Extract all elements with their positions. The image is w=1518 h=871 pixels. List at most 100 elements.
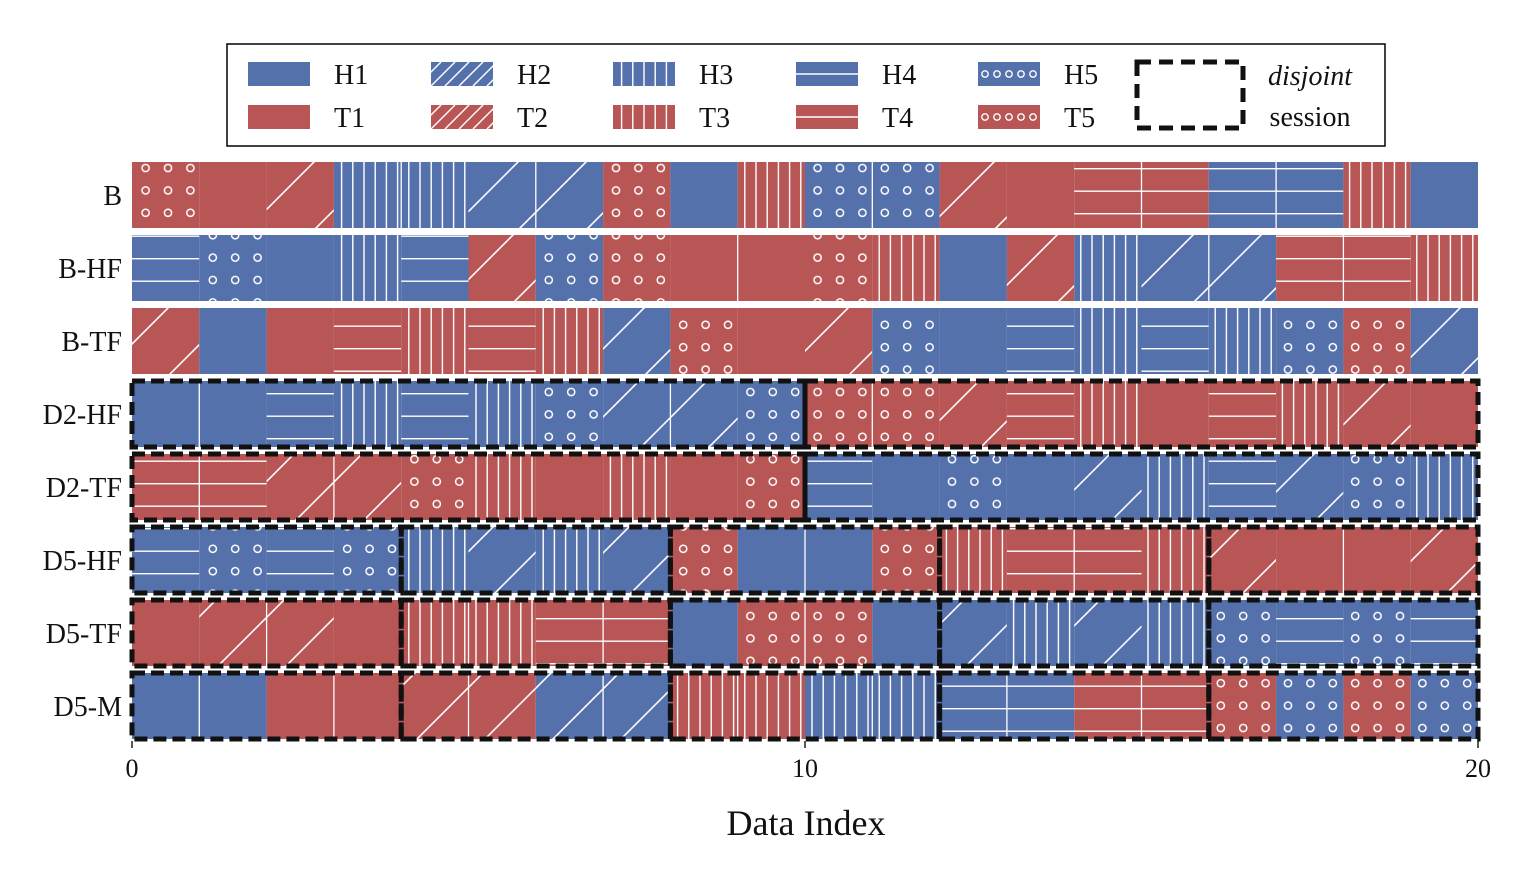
legend-entry-h1: H1 [248,60,368,91]
row-label-d5-tf: D5-TF [46,619,122,650]
legend-label-t5: T5 [1064,103,1095,134]
cell-b-tf-19 [1410,308,1478,374]
legend-session-label-1: disjoint [1268,61,1353,92]
cell-d5-tf-1 [199,600,267,666]
cell-d5-m-1 [198,673,267,739]
cell-d2-tf-18 [1343,454,1411,520]
cell-d5-hf-9 [737,527,805,593]
cell-b-hf-18 [1342,235,1411,301]
cell-b-12 [939,162,1007,228]
cell-b-4 [400,162,469,228]
legend-label-h1: H1 [334,60,368,91]
cell-d2-hf-9 [737,381,805,447]
cell-d2-tf-12 [939,454,1007,520]
cell-b-hf-9 [737,235,805,301]
cell-d5-tf-6 [535,600,604,666]
cell-d2-tf-3 [333,454,402,520]
legend-label-h3: H3 [699,60,733,91]
cell-b-6 [535,162,604,228]
cell-d2-tf-2 [266,454,334,520]
cell-b-hf-17 [1276,235,1344,301]
cell-d2-hf-17 [1276,381,1344,447]
row-label-d5-hf: D5-HF [43,546,122,577]
cell-d2-tf-5 [468,454,536,520]
x-ticks: 0 10 20 [126,741,1491,783]
cell-d5-hf-6 [535,527,604,593]
cell-d5-hf-16 [1208,527,1277,593]
cell-d2-hf-5 [468,381,536,447]
session-border-d5-m-4 [1206,670,1481,742]
cell-b-17 [1275,162,1344,228]
plot-cells [132,162,1478,739]
cell-b-tf-12 [939,308,1007,374]
cell-b-tf-0 [132,308,200,374]
session-border-d5-hf-4 [1206,524,1481,596]
cell-d5-m-18 [1343,673,1411,739]
cell-d2-hf-8 [669,381,738,447]
cell-d5-tf-5 [467,600,536,666]
cell-b-11 [871,162,940,228]
cell-b-7 [603,162,671,228]
session-border-d2-tf-1 [802,451,1481,523]
session-border-d5-m-0 [129,670,404,742]
cell-b-hf-1 [199,235,267,301]
cell-b-hf-13 [1006,235,1075,301]
cell-d5-m-10 [805,673,873,739]
cell-d5-tf-15 [1141,600,1209,666]
cell-b-hf-11 [872,235,940,301]
cell-b-hf-16 [1208,235,1277,301]
cell-d5-tf-17 [1276,600,1344,666]
cell-d2-hf-6 [535,381,604,447]
legend-entry-t3: T3 [613,103,730,134]
cell-b-hf-6 [535,235,604,301]
cell-d5-hf-10 [804,527,873,593]
legend-entry-h5: H5 [978,60,1098,91]
row-label-d2-hf: D2-HF [43,400,122,431]
row-label-d2-tf: D2-TF [46,473,122,504]
cell-d2-tf-9 [737,454,805,520]
cell-b-9 [737,162,805,228]
cell-d2-tf-1 [198,454,267,520]
legend-items: H1 H2 H3 H4 H5 T1 T2 T3 T4 T5 [248,60,1098,134]
cell-b-hf-19 [1410,235,1478,301]
cell-d5-m-7 [602,673,671,739]
cell-d5-tf-2 [265,600,334,666]
cell-b-tf-8 [670,308,738,374]
cell-d5-tf-12 [939,600,1007,666]
cell-b-hf-14 [1074,235,1142,301]
cell-d2-tf-13 [1006,454,1075,520]
row-labels: B B-HF B-TF D2-HF D2-TF D5-HF D5-TF D5-M [43,181,122,723]
legend: H1 H2 H3 H4 H5 T1 T2 T3 T4 T5 disjoint session [226,43,1386,147]
cell-d2-hf-3 [333,381,402,447]
cell-d5-hf-5 [468,527,536,593]
cell-d2-hf-2 [266,381,334,447]
cell-d5-hf-1 [199,527,267,593]
cell-d5-m-0 [132,673,200,739]
cell-b-hf-5 [468,235,536,301]
cell-d5-hf-0 [132,527,200,593]
cell-d2-hf-16 [1208,381,1277,447]
x-tick-label-0: 0 [126,754,139,783]
cell-b-8 [670,162,738,228]
cell-d5-tf-7 [602,600,671,666]
cell-d5-hf-8 [670,527,738,593]
legend-entry-h2: H2 [388,60,551,91]
cell-d5-tf-16 [1208,600,1277,666]
cell-d5-hf-13 [1006,527,1075,593]
session-border-d5-tf-2 [667,597,943,669]
cell-b-0 [132,162,200,228]
cell-b-tf-13 [1006,308,1075,374]
cell-d2-hf-10 [805,381,873,447]
cell-d2-hf-19 [1410,381,1478,447]
legend-entry-h3: H3 [613,60,733,91]
cell-b-tf-4 [401,308,469,374]
cell-d5-m-13 [1006,673,1075,739]
cell-b-2 [266,162,334,228]
legend-entry-h4: H4 [796,60,916,91]
cell-b-hf-7 [603,235,671,301]
cell-d2-tf-10 [805,454,873,520]
cell-d5-hf-14 [1073,527,1142,593]
cell-d5-hf-18 [1342,527,1411,593]
cell-b-hf-4 [401,235,469,301]
cell-d5-hf-2 [266,527,334,593]
